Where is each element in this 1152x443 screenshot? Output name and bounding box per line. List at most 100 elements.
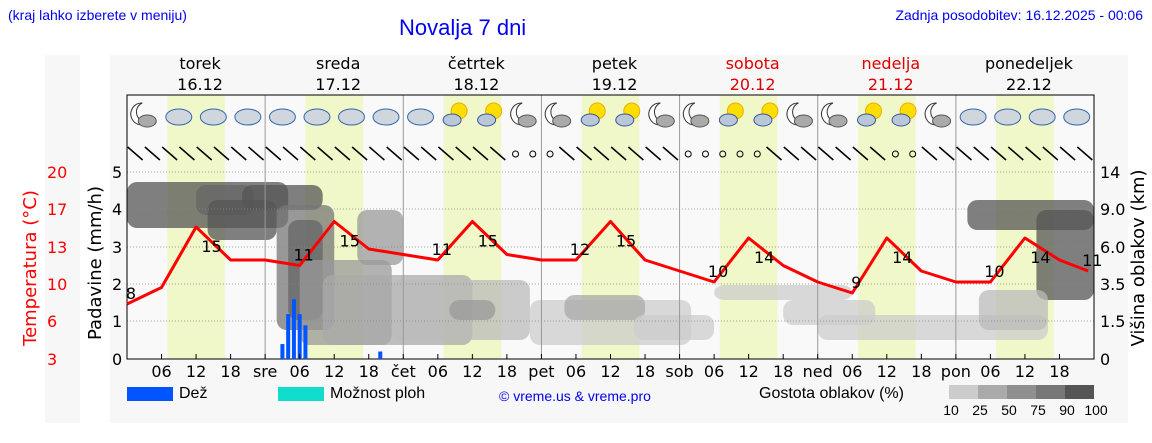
cloud-density-label: Gostota oblakov (%) [759,385,904,402]
x-tick-label: 18 [1049,362,1069,381]
cloud-icon [793,114,813,128]
x-tick-label: 12 [186,362,206,381]
cloud-scale-label: 10 [943,402,959,418]
wind-barb-icon [783,146,800,161]
temp-tick: 17 [47,200,67,219]
x-tick-label: pet [528,362,554,381]
wind-calm-icon [684,150,692,158]
cloud-icon [857,113,877,127]
x-tick-label: 12 [600,362,620,381]
x-tick-label: 18 [635,362,655,381]
cloud-icon [268,108,296,126]
cloud-density-area [1036,210,1094,300]
temp-axis-panel [45,55,80,423]
x-tick-label: 12 [1015,362,1035,381]
wind-barb-icon [627,146,644,161]
rain-bar [297,314,302,359]
day-name: nedelja [861,54,920,73]
x-tick-label: pon [941,362,971,381]
wind-barb-icon [489,146,506,161]
wind-barb-icon [610,146,627,161]
location-hint: (kraj lahko izberete v meniju) [8,7,187,23]
cloud-icon [1028,108,1056,126]
cloud-height-tick: 14 [1100,163,1120,182]
wind-barb-icon [265,146,282,161]
cloud-scale-label: 100 [1084,402,1108,418]
cloud-icon [442,113,462,127]
temp-tick: 6 [47,312,57,331]
showers-swatch [278,386,324,401]
x-tick-label: 12 [324,362,344,381]
wind-barb-icon [1076,146,1093,161]
temperature-label: 14 [1030,248,1050,267]
x-tick-label: 18 [497,362,517,381]
temperature-line [126,220,1089,306]
wind-barb-icon [869,146,886,161]
copyright-link[interactable]: © vreme.us & vreme.pro [499,388,651,404]
precip-tick: 1 [112,312,122,331]
wind-barb-icon [213,146,230,161]
rain-bar [280,344,285,359]
cloud-density-area [564,295,646,320]
wind-barb-icon [161,146,178,161]
temperature-label: 15 [616,232,636,251]
wind-barb-icon [921,146,938,161]
precip-tick: 3 [112,238,122,257]
wind-barb-icon [990,146,1007,161]
day-date: 22.12 [1006,75,1052,94]
cloud-icon [580,113,600,127]
wind-barb-icon [351,146,368,161]
cloud-icon [234,108,262,126]
x-tick-label: 18 [359,362,379,381]
rain-label: Dež [179,385,208,402]
x-tick-label: 06 [289,362,309,381]
day-name: petek [592,54,638,73]
wind-barb-icon [1025,146,1042,161]
x-tick-label: 12 [738,362,758,381]
temperature-label: 11 [1082,251,1102,270]
cloud-height-tick: 3.5 [1100,275,1125,294]
x-tick-label: ned [803,362,833,381]
wind-barb-icon [955,146,972,161]
precip-axis-label: Padavine (mm/h) [85,186,106,340]
wind-barb-icon [144,146,161,161]
day-date: 20.12 [730,75,776,94]
cloud-icon [137,114,157,128]
x-tick-label: 06 [980,362,1000,381]
day-name: četrtek [448,54,506,73]
cloud-icon [517,114,537,128]
cloud-icon [552,114,572,128]
x-tick-label: 06 [151,362,171,381]
wind-barb-icon [299,146,316,161]
cloud-scale-label: 25 [972,402,988,418]
day-date: 16.12 [177,75,223,94]
last-updated: Zadnja posodobitev: 16.12.2025 - 00:06 [895,7,1143,23]
cloud-height-tick: 9.0 [1100,200,1125,219]
cloud-density-area [978,290,1048,330]
wind-barb-icon [317,146,334,161]
cloud-icon [1063,108,1091,126]
wind-barb-icon [938,146,955,161]
temperature-label: 10 [984,262,1004,281]
x-tick-label: sob [665,362,693,381]
cloud-icon [615,113,635,127]
wind-barb-icon [593,146,610,161]
wind-barb-icon [420,146,437,161]
temperature-label: 15 [340,232,360,251]
rain-bar [286,314,291,359]
cloud-icon [891,113,911,127]
cloud-scale-swatch [1007,385,1036,399]
temperature-label: 15 [478,232,498,251]
showers-label: Možnost ploh [330,385,426,402]
temp-tick: 10 [47,275,67,294]
cloud-icon [303,108,331,126]
day-date: 18.12 [453,75,499,94]
temperature-label: 14 [892,248,912,267]
cloud-icon [372,108,400,126]
wind-barb-icon [334,146,351,161]
wind-barb-icon [558,146,575,161]
day-name: sobota [726,54,780,73]
cloud-height-tick: 0 [1100,350,1110,369]
cloud-icon [959,108,987,126]
